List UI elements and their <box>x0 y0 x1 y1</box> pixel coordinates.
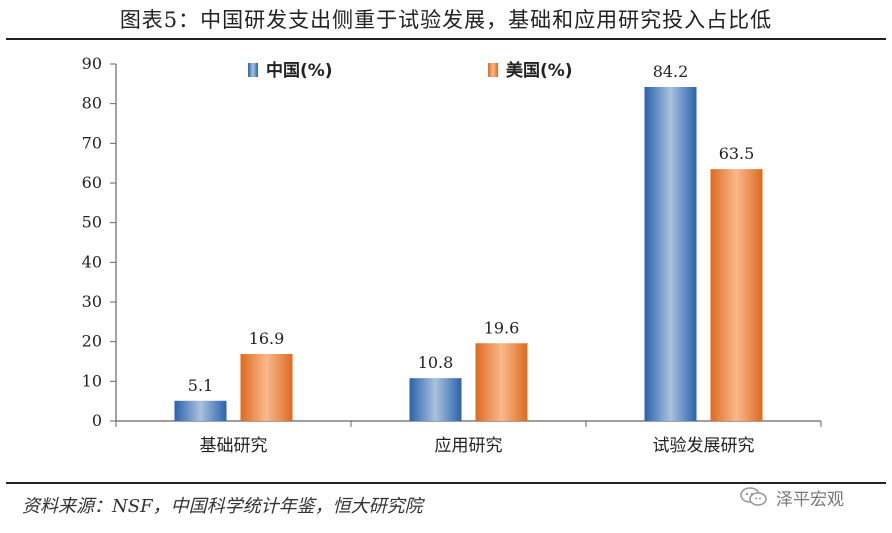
y-tick-label: 80 <box>82 94 102 113</box>
legend-label: 中国(%) <box>266 60 333 81</box>
bar-chart: 0 10 20 30 40 50 60 70 80 90 基础研究 应用研究 试验发展研究 5.1 16.… <box>82 54 822 456</box>
legend-swatch <box>488 63 498 77</box>
data-label: 16.9 <box>249 329 285 348</box>
wechat-icon <box>740 487 767 506</box>
data-label: 63.5 <box>719 144 755 163</box>
x-tick-label: 应用研究 <box>435 436 503 456</box>
chart-title: 图表5：中国研发支出侧重于试验发展，基础和应用研究投入占比低 <box>119 8 773 32</box>
chart-bars <box>174 87 763 422</box>
y-tick-label: 10 <box>82 371 102 390</box>
y-tick-label: 0 <box>92 411 102 430</box>
bar-china <box>409 378 462 421</box>
chart-legend: 中国(%) 美国(%) <box>248 60 573 81</box>
title-rule <box>6 38 886 40</box>
y-tick-label: 90 <box>82 54 102 73</box>
y-tick-label: 20 <box>82 332 102 351</box>
bar-usa <box>475 343 528 421</box>
data-label: 5.1 <box>188 376 213 395</box>
x-tick-label: 试验发展研究 <box>653 436 755 456</box>
watermark: 泽平宏观 <box>740 484 844 510</box>
bar-usa <box>710 169 763 421</box>
y-tick-label: 40 <box>82 252 102 271</box>
x-tick-label: 基础研究 <box>200 436 268 456</box>
watermark-text: 泽平宏观 <box>776 489 844 510</box>
chart-axes: 0 10 20 30 40 50 60 70 80 90 基础研究 应用研究 试验发展研究 <box>82 54 822 456</box>
source-rule <box>6 482 886 484</box>
bar-china <box>174 400 227 421</box>
y-tick-label: 30 <box>82 292 102 311</box>
bar-usa <box>240 353 293 421</box>
bar-china <box>644 87 697 422</box>
legend-swatch <box>248 63 258 77</box>
data-label: 84.2 <box>653 62 689 81</box>
legend-label: 美国(%) <box>506 60 573 81</box>
data-label: 10.8 <box>418 353 454 372</box>
data-label: 19.6 <box>484 318 520 337</box>
chart-labels: 5.1 16.9 10.8 19.6 84.2 63.5 <box>188 62 755 395</box>
y-tick-label: 70 <box>82 133 102 152</box>
source-note: 资料来源：NSF，中国科学统计年鉴，恒大研究院 <box>22 496 423 517</box>
y-tick-label: 50 <box>82 213 102 232</box>
y-tick-label: 60 <box>82 173 102 192</box>
